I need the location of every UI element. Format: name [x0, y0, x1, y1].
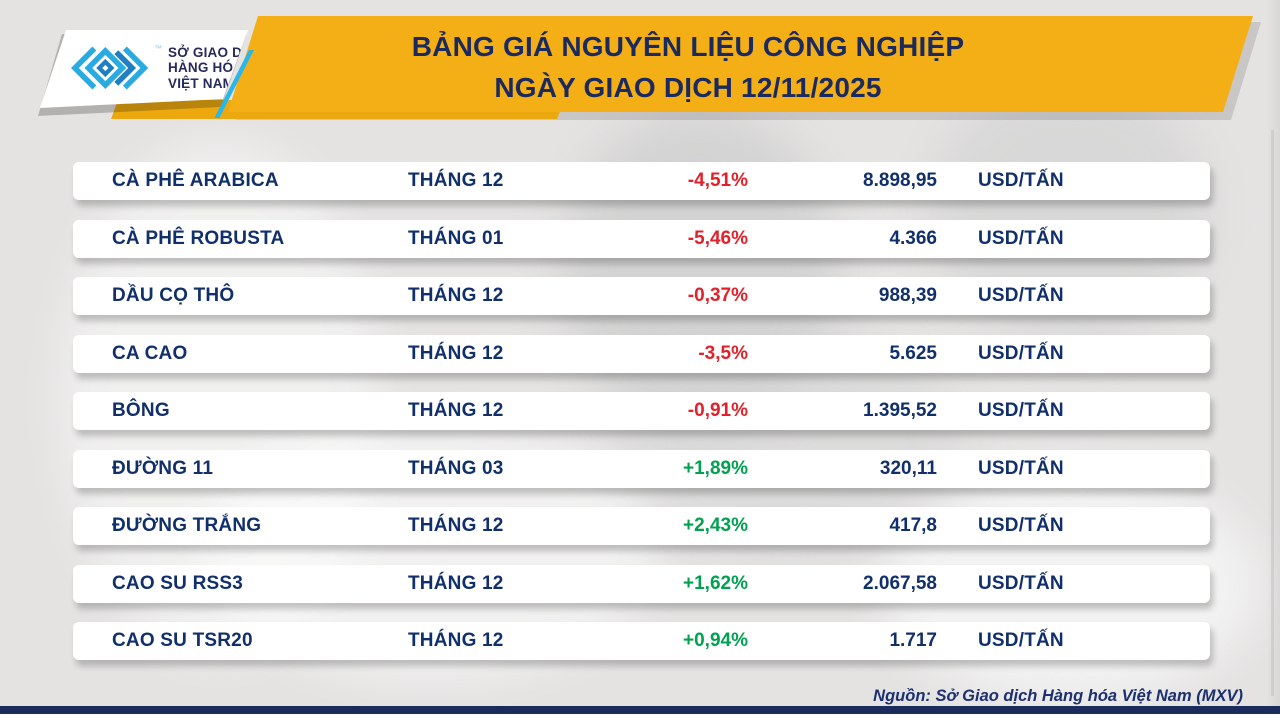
percent-change: -3,5%: [698, 342, 748, 364]
title-line-1: BẢNG GIÁ NGUYÊN LIỆU CÔNG NGHIỆP: [411, 31, 965, 62]
table-row: ĐƯỜNG 11 THÁNG 03 +1,89% 320,11 USD/TẤN: [73, 449, 1210, 488]
table-row: CÀ PHÊ ARABICA THÁNG 12 -4,51% 8.898,95 …: [73, 162, 1210, 200]
commodity-name: CAO SU TSR20: [112, 630, 253, 651]
percent-change: -0,91%: [687, 400, 748, 421]
commodity-name: CAO SU RSS3: [112, 572, 244, 594]
table-row: DẦU CỌ THÔ THÁNG 12 -0,37% 988,39 USD/TẤ…: [73, 277, 1210, 315]
logo-box: ™ SỞ GIAO DỊCH HÀNG HÓA VIỆT NAM: [40, 30, 266, 108]
right-edge-shade: [1266, 0, 1280, 706]
price-value: 320,11: [879, 457, 937, 479]
mxv-logo: ™ SỞ GIAO DỊCH HÀNG HÓA VIỆT NAM: [70, 42, 266, 94]
price-value: 417,8: [889, 515, 937, 536]
price-unit: USD/TẤN: [978, 515, 1064, 536]
table-row: CÀ PHÊ ROBUSTA THÁNG 01 -5,46% 4.366 USD…: [73, 219, 1210, 258]
percent-change: +1,62%: [683, 572, 748, 594]
contract-month: THÁNG 12: [408, 170, 504, 191]
trademark-symbol: ™: [154, 44, 162, 53]
contract-month: THÁNG 03: [408, 457, 504, 479]
price-table: CÀ PHÊ ARABICA THÁNG 12 -4,51% 8.898,95 …: [73, 162, 1210, 680]
price-unit: USD/TẤN: [978, 227, 1064, 249]
right-edge-line: [1271, 130, 1274, 696]
price-unit: USD/TẤN: [978, 630, 1064, 651]
price-unit: USD/TẤN: [978, 400, 1064, 421]
logo-text: SỞ GIAO DỊCH HÀNG HÓA VIỆT NAM: [168, 44, 266, 91]
price-value: 4.366: [889, 227, 937, 249]
commodity-name: BÔNG: [112, 400, 170, 421]
mxv-logo-icon: [70, 46, 148, 90]
price-value: 988,39: [878, 285, 937, 306]
price-value: 1.717: [889, 630, 937, 651]
price-unit: USD/TẤN: [978, 457, 1064, 479]
commodity-name: ĐƯỜNG 11: [112, 457, 214, 479]
table-row: CAO SU TSR20 THÁNG 12 +0,94% 1.717 USD/T…: [73, 622, 1210, 660]
title-line-2: NGÀY GIAO DỊCH 12/11/2025: [494, 72, 882, 103]
percent-change: +0,94%: [683, 630, 748, 651]
percent-change: -0,37%: [687, 285, 748, 306]
price-unit: USD/TẤN: [978, 342, 1064, 364]
contract-month: THÁNG 12: [408, 400, 504, 421]
contract-month: THÁNG 12: [408, 342, 504, 364]
price-unit: USD/TẤN: [978, 285, 1064, 306]
source-caption: Nguồn: Sở Giao dịch Hàng hóa Việt Nam (M…: [873, 687, 1243, 705]
percent-change: -5,46%: [687, 227, 748, 249]
commodity-name: CÀ PHÊ ROBUSTA: [112, 227, 285, 249]
contract-month: THÁNG 12: [408, 285, 504, 306]
logo-text-line-3: VIỆT NAM: [168, 75, 235, 91]
contract-month: THÁNG 01: [408, 227, 504, 249]
price-value: 5.625: [889, 342, 937, 364]
bottom-navy-bar: [0, 706, 1280, 714]
logo-text-line-1: SỞ GIAO DỊCH: [168, 44, 266, 60]
table-row: BÔNG THÁNG 12 -0,91% 1.395,52 USD/TẤN: [73, 392, 1210, 430]
commodity-name: DẦU CỌ THÔ: [112, 285, 235, 306]
price-unit: USD/TẤN: [978, 572, 1064, 594]
percent-change: -4,51%: [687, 170, 748, 191]
contract-month: THÁNG 12: [408, 630, 504, 651]
price-value: 2.067,58: [863, 572, 937, 594]
table-row: CA CAO THÁNG 12 -3,5% 5.625 USD/TẤN: [73, 334, 1210, 373]
contract-month: THÁNG 12: [408, 515, 504, 536]
price-value: 8.898,95: [863, 170, 937, 191]
commodity-name: ĐƯỜNG TRẮNG: [112, 515, 262, 536]
table-row: ĐƯỜNG TRẮNG THÁNG 12 +2,43% 417,8 USD/TẤ…: [73, 507, 1210, 545]
header-banner: [228, 16, 1253, 112]
percent-change: +1,89%: [683, 457, 748, 479]
percent-change: +2,43%: [683, 515, 748, 536]
commodity-name: CÀ PHÊ ARABICA: [112, 170, 279, 191]
price-value: 1.395,52: [863, 400, 937, 421]
logo-text-line-2: HÀNG HÓA: [168, 60, 244, 76]
price-unit: USD/TẤN: [978, 170, 1064, 191]
contract-month: THÁNG 12: [408, 572, 504, 594]
commodity-name: CA CAO: [112, 342, 188, 364]
page-title: BẢNG GIÁ NGUYÊN LIỆU CÔNG NGHIỆP NGÀY GI…: [330, 26, 1046, 108]
table-row: CAO SU RSS3 THÁNG 12 +1,62% 2.067,58 USD…: [73, 564, 1210, 603]
